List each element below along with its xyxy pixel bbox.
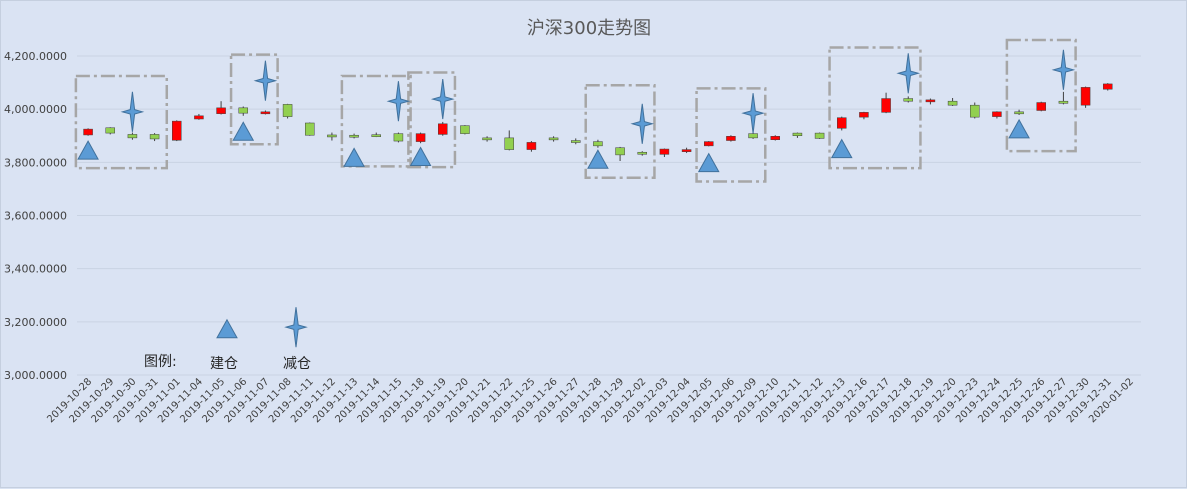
candle-down [238,107,248,114]
candle-down [305,122,315,136]
sell-marker [741,93,765,134]
candle-down [615,147,625,156]
highlight-boxes [74,38,1077,183]
candle-down [349,134,359,138]
candle-down [970,104,980,118]
candle-up [681,149,692,152]
candle-down [282,104,293,117]
sell-marker [120,91,145,132]
candle-down [327,134,337,138]
chart-title: 沪深300走势图 [527,18,651,39]
legend-sell-marker [284,307,308,348]
candle-down [548,137,559,141]
candle-down [1058,100,1069,104]
legend-title: 图例: [144,354,177,370]
sell-marker [253,60,278,101]
highlight-box [1005,38,1077,153]
y-tick-label: 3,200.0000 [4,316,67,329]
candle-down [814,132,825,139]
candle-up [1036,102,1046,111]
candle-down [571,140,581,143]
y-tick-label: 3,000.0000 [4,369,67,382]
sell-marker [430,79,455,120]
x-axis-ticks: 2019-10-282019-10-292019-10-302019-10-31… [45,376,1136,425]
y-axis-ticks: 3,000.0000 3,200.0000 3,400.0000 3,600.0000… [4,50,67,382]
candle-down [593,141,603,147]
candle-up [194,115,204,120]
candle-up [659,148,670,155]
candle-down [1014,111,1024,115]
candle-up [704,141,714,147]
candle-up [438,123,448,135]
candle-down [637,151,647,155]
candle-up [415,133,426,142]
y-tick-label: 4,000.0000 [4,103,67,116]
trade-markers [77,49,1076,348]
candle-up [770,136,780,140]
candle-up [216,107,226,114]
sell-marker [896,53,921,94]
candle-down [482,137,492,141]
legend-buy-marker [216,318,238,339]
candle-up [1103,83,1113,90]
candle-up [925,99,936,103]
candle-up [881,98,891,113]
candle-down [903,98,913,102]
gridlines [77,55,1141,376]
candle-up [83,128,93,136]
buy-marker [409,146,432,167]
candle-down [748,133,758,139]
buy-marker [77,140,99,160]
highlight-box [340,74,412,168]
y-tick-label: 4,200.0000 [4,50,67,63]
buy-marker [343,147,365,167]
y-tick-label: 3,800.0000 [4,156,67,169]
highlight-box [74,74,169,170]
candle-up [859,112,869,118]
highlight-box [695,87,767,183]
legend: 图例: 建仓 减仓 [144,354,311,372]
candle-down [947,100,958,106]
candle-down [371,134,381,137]
candle-up [992,111,1002,117]
buy-marker [587,149,609,169]
candle-down [149,134,160,140]
candle-down [127,134,138,139]
buy-marker [232,121,255,141]
y-tick-label: 3,400.0000 [4,263,67,276]
candle-up [726,136,736,141]
sell-marker [1051,49,1076,90]
candle-down [393,133,404,142]
candle-down [105,127,115,134]
legend-sell-label: 减仓 [283,356,311,372]
candle-down [460,125,470,134]
buy-marker [830,138,853,159]
candle-up [837,117,847,129]
candle-up [260,111,271,115]
candle-down [504,137,514,150]
candle-up [1080,87,1091,106]
highlight-box [229,53,279,146]
sell-marker [386,81,411,122]
highlight-box [407,71,457,169]
legend-buy-label: 建仓 [210,356,238,372]
buy-marker [1008,118,1030,139]
highlight-box [584,83,656,180]
y-tick-label: 3,600.0000 [4,210,67,223]
candles [83,83,1113,162]
highlight-box [828,46,922,170]
buy-marker [697,152,720,173]
candle-down [792,132,803,136]
candle-up [526,142,537,150]
sell-marker [630,103,655,144]
candle-up [172,120,182,141]
